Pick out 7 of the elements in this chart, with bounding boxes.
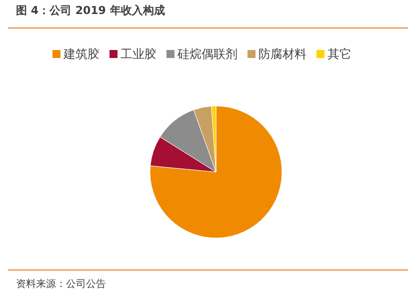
legend-label: 其它 <box>328 47 352 61</box>
legend-label: 硅烷偶联剂 <box>176 47 238 61</box>
annotation: 资料来源：公司公告 <box>16 279 106 290</box>
title: 图 4：公司 2019 年收入构成 <box>16 4 165 17</box>
legend-label: 建筑胶 <box>62 47 100 61</box>
legend-label: 防腐材料 <box>258 47 306 61</box>
legend-label: 工业胶 <box>120 47 156 61</box>
